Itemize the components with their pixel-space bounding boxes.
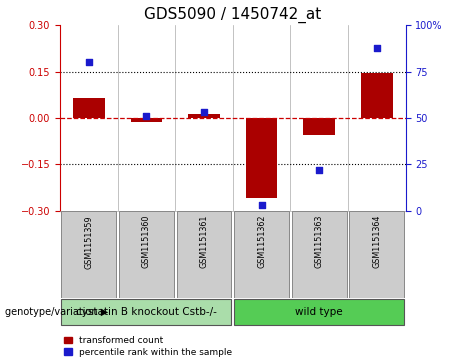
Bar — [349, 211, 404, 298]
Point — [200, 110, 207, 115]
Bar — [303, 118, 335, 135]
Point — [258, 202, 266, 208]
Bar — [361, 73, 393, 118]
Text: genotype/variation ▶: genotype/variation ▶ — [5, 307, 108, 317]
Bar — [292, 211, 347, 298]
Bar — [73, 98, 105, 118]
Text: GSM1151364: GSM1151364 — [372, 215, 381, 268]
Text: cystatin B knockout Cstb-/-: cystatin B knockout Cstb-/- — [76, 307, 217, 317]
Bar — [177, 211, 231, 298]
Bar — [130, 118, 162, 122]
Point — [85, 60, 92, 65]
Legend: transformed count, percentile rank within the sample: transformed count, percentile rank withi… — [65, 336, 232, 357]
Point — [315, 167, 323, 173]
Point — [142, 113, 150, 119]
Text: GSM1151359: GSM1151359 — [84, 215, 93, 269]
Bar — [246, 118, 278, 198]
Title: GDS5090 / 1450742_at: GDS5090 / 1450742_at — [144, 7, 321, 23]
Text: GSM1151362: GSM1151362 — [257, 215, 266, 268]
Bar — [61, 299, 231, 325]
Bar — [119, 211, 174, 298]
Bar — [61, 211, 116, 298]
Bar — [188, 114, 220, 118]
Point — [373, 45, 381, 50]
Text: GSM1151360: GSM1151360 — [142, 215, 151, 268]
Bar — [234, 299, 404, 325]
Text: wild type: wild type — [296, 307, 343, 317]
Bar — [234, 211, 289, 298]
Text: GSM1151361: GSM1151361 — [200, 215, 208, 268]
Text: GSM1151363: GSM1151363 — [315, 215, 324, 268]
